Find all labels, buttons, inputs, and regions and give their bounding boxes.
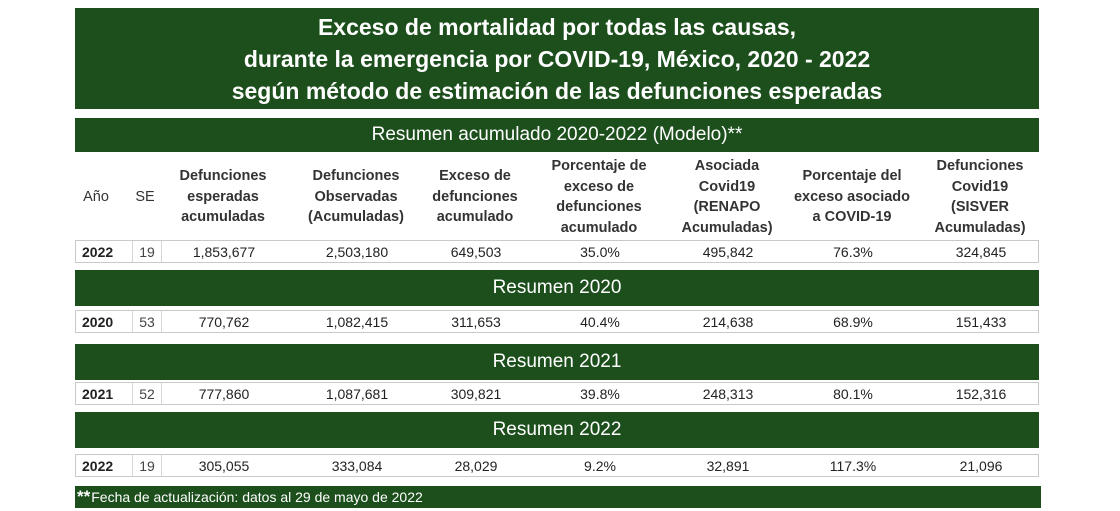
cell-observed: 1,082,415 <box>325 313 389 330</box>
section-2020-header: Resumen 2020 <box>75 270 1039 306</box>
cell-covid-pct: 117.3% <box>829 457 877 474</box>
cell-excess: 28,029 <box>454 457 498 474</box>
cell-se: 19 <box>132 241 162 262</box>
title-line-1: Exceso de mortalidad por todas las causa… <box>317 13 797 40</box>
section-2021-header: Resumen 2021 <box>75 344 1039 380</box>
cell-covid-sisver: 151,433 <box>955 313 1007 330</box>
footnote-asterisks: ** <box>77 487 91 506</box>
col-header-observed: Defunciones Observadas (Acumuladas) <box>308 168 404 226</box>
table-row-cumulative: 2022 19 1,853,677 2,503,180 649,503 35.0… <box>75 240 1039 263</box>
cell-se: 53 <box>132 311 162 332</box>
col-header-covid-sisver: Defunciones Covid19 (SISVER Acumuladas) <box>934 158 1026 236</box>
update-date-note: Fecha de actualización: datos al 29 de m… <box>91 489 423 505</box>
column-header-row: Año SE Defunciones esperadas acumuladas … <box>75 154 1039 240</box>
cell-covid-pct: 68.9% <box>833 313 873 330</box>
col-header-covid-pct: Porcentaje del exceso asociado a COVID-1… <box>793 168 911 226</box>
cell-covid-pct: 80.1% <box>833 385 873 402</box>
col-header-excess: Exceso de defunciones acumulado <box>432 168 518 226</box>
col-header-expected: Defunciones esperadas acumuladas <box>179 168 267 226</box>
cell-observed: 1,087,681 <box>325 385 389 402</box>
col-header-excess-pct: Porcentaje de exceso de defunciones acum… <box>551 158 647 236</box>
col-header-covid-renapo: Asociada Covid19 (RENAPO Acumuladas) <box>681 158 773 236</box>
main-title-banner: Exceso de mortalidad por todas las causa… <box>75 8 1039 109</box>
cell-covid-sisver: 21,096 <box>959 457 1003 474</box>
cell-covid-renapo: 495,842 <box>702 243 754 260</box>
col-header-se: SE <box>135 188 155 205</box>
table-row-2020: 2020 53 770,762 1,082,415 311,653 40.4% … <box>75 310 1039 333</box>
cell-se: 19 <box>132 455 162 476</box>
cell-year: 2021 <box>82 385 114 402</box>
cell-excess-pct: 9.2% <box>584 457 616 474</box>
cell-expected: 1,853,677 <box>192 243 256 260</box>
cell-year: 2020 <box>82 313 114 330</box>
cell-excess-pct: 39.8% <box>580 385 620 402</box>
cell-expected: 305,055 <box>198 457 250 474</box>
cell-excess: 311,653 <box>451 313 501 330</box>
section-2022-header: Resumen 2022 <box>75 412 1039 448</box>
cell-observed: 333,084 <box>331 457 383 474</box>
table-row-2022: 2022 19 305,055 333,084 28,029 9.2% 32,8… <box>75 454 1039 477</box>
cell-covid-sisver: 324,845 <box>955 243 1007 260</box>
cell-covid-pct: 76.3% <box>833 243 873 260</box>
cell-excess-pct: 35.0% <box>580 243 620 260</box>
footer-note: ** Fecha de actualización: datos al 29 d… <box>75 486 1041 508</box>
section-cumulative-header: Resumen acumulado 2020-2022 (Modelo)** <box>75 118 1039 152</box>
col-header-year: Año <box>83 188 109 205</box>
title-line-2: durante la emergencia por COVID-19, Méxi… <box>243 45 871 72</box>
cell-expected: 770,762 <box>198 313 250 330</box>
cell-excess: 309,821 <box>450 385 502 402</box>
cell-observed: 2,503,180 <box>325 243 389 260</box>
cell-covid-renapo: 248,313 <box>702 385 754 402</box>
table-row-2021: 2021 52 777,860 1,087,681 309,821 39.8% … <box>75 382 1039 405</box>
cell-expected: 777,860 <box>198 385 250 402</box>
cell-se: 52 <box>132 383 162 404</box>
cell-excess-pct: 40.4% <box>580 313 620 330</box>
cell-covid-renapo: 214,638 <box>702 313 754 330</box>
title-line-3: según método de estimación de las defunc… <box>231 77 883 104</box>
cell-year: 2022 <box>82 243 114 260</box>
cell-covid-sisver: 152,316 <box>955 385 1007 402</box>
cell-year: 2022 <box>82 457 114 474</box>
cell-excess: 649,503 <box>450 243 502 260</box>
cell-covid-renapo: 32,891 <box>706 457 750 474</box>
